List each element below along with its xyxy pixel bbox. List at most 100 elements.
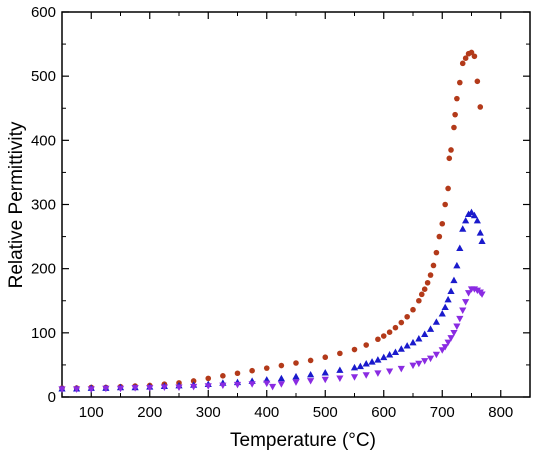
data-point — [322, 354, 329, 361]
data-point — [444, 339, 452, 347]
data-point — [445, 185, 451, 192]
data-point — [350, 374, 359, 381]
data-point — [269, 383, 277, 391]
data-point — [421, 286, 428, 293]
x-tick-label: 100 — [79, 404, 104, 421]
data-point — [116, 385, 125, 393]
data-point — [368, 358, 376, 365]
data-point — [409, 362, 417, 370]
data-point — [473, 287, 481, 295]
data-point — [447, 335, 455, 342]
y-tick-label: 500 — [31, 68, 56, 85]
data-point — [438, 347, 446, 354]
data-point — [391, 348, 400, 355]
data-point — [447, 287, 455, 295]
data-point — [409, 338, 417, 346]
data-point — [205, 375, 212, 382]
data-point — [453, 261, 461, 269]
data-point — [453, 323, 461, 331]
data-point — [442, 201, 448, 208]
data-point — [102, 385, 110, 393]
data-point — [471, 53, 478, 60]
data-point — [307, 357, 314, 364]
data-point — [204, 383, 212, 390]
x-tick-label: 300 — [196, 404, 221, 421]
data-point — [386, 368, 394, 375]
axes — [61, 11, 531, 398]
data-point — [263, 380, 271, 388]
data-point — [450, 276, 458, 284]
data-point — [433, 249, 440, 256]
data-point — [426, 355, 435, 363]
y-tick-label: 200 — [31, 261, 56, 278]
data-point — [397, 365, 405, 373]
data-point — [470, 211, 479, 219]
data-point — [432, 318, 440, 325]
x-axis-title: Temperature (°C) — [230, 430, 376, 451]
data-point — [219, 382, 227, 390]
data-point — [351, 346, 358, 353]
data-series — [58, 49, 486, 393]
data-point — [362, 360, 370, 367]
x-tick-label: 800 — [488, 404, 513, 421]
data-point — [131, 385, 139, 392]
data-point — [292, 379, 300, 386]
data-point — [190, 378, 197, 384]
data-point — [464, 210, 473, 218]
data-point — [430, 262, 437, 269]
data-point — [415, 360, 423, 368]
data-point — [436, 233, 443, 240]
data-point — [459, 307, 467, 314]
data-point — [337, 350, 343, 357]
data-point — [410, 306, 416, 313]
data-point — [456, 315, 464, 323]
data-point — [467, 208, 476, 216]
data-point — [444, 295, 452, 303]
data-point — [374, 356, 382, 363]
data-point — [350, 363, 359, 371]
data-point — [307, 378, 315, 385]
data-point — [234, 370, 241, 377]
data-point — [175, 384, 183, 391]
data-point — [451, 124, 457, 131]
data-point — [432, 351, 440, 359]
data-point — [426, 325, 435, 332]
data-point — [452, 111, 458, 118]
x-tick-label: 200 — [137, 404, 162, 421]
data-point — [438, 309, 446, 317]
y-tick-label: 0 — [48, 389, 56, 406]
data-point — [416, 297, 422, 304]
data-point — [464, 290, 473, 297]
ticks: 100 200 300 400 500 600 700 800 0 100 200 300 400 500… — [31, 4, 531, 421]
plot-frame — [61, 11, 531, 398]
data-point — [375, 336, 381, 343]
x-tick-label: 400 — [254, 404, 279, 421]
data-point — [190, 383, 198, 391]
data-point — [233, 381, 242, 389]
data-point — [398, 319, 405, 326]
y-tick-label: 100 — [31, 325, 56, 342]
data-point — [404, 313, 410, 320]
data-point — [462, 55, 469, 61]
data-point — [456, 244, 464, 252]
data-point — [336, 375, 344, 382]
data-point — [450, 329, 458, 337]
data-point — [478, 237, 486, 244]
data-point — [386, 329, 393, 335]
data-point — [454, 95, 460, 102]
data-point — [415, 335, 423, 342]
data-point — [462, 299, 470, 306]
data-point — [220, 373, 226, 379]
data-point — [336, 366, 344, 373]
data-point — [362, 372, 370, 379]
data-point — [474, 78, 481, 85]
data-point — [473, 216, 481, 224]
data-point — [321, 376, 329, 384]
data-point — [321, 369, 329, 376]
data-point — [421, 330, 429, 337]
data-point — [476, 229, 484, 236]
data-point — [380, 353, 388, 361]
data-point — [403, 342, 411, 349]
data-point — [421, 358, 429, 365]
